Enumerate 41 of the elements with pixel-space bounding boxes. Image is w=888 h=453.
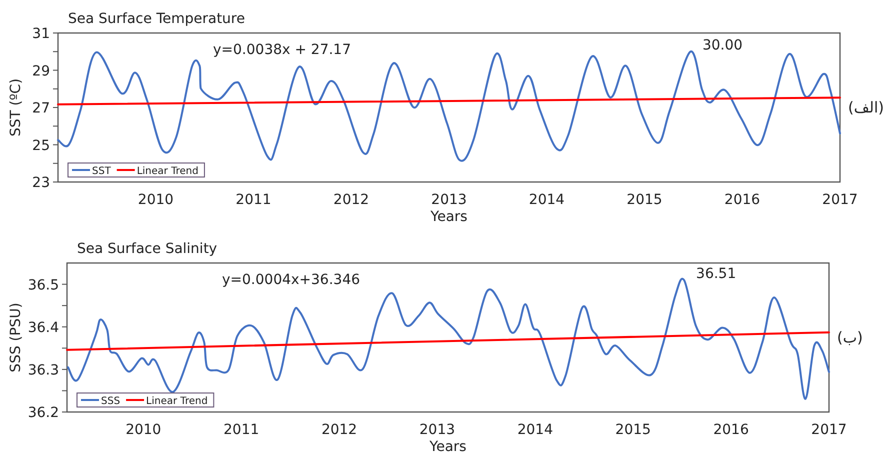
x-tick-label: 2011 bbox=[236, 192, 272, 208]
y-tick-label: 29 bbox=[32, 63, 50, 80]
annotation: y=0.0004x+36.346 bbox=[222, 272, 360, 288]
x-tick-label: 2014 bbox=[528, 192, 565, 208]
legend-label: Linear Trend bbox=[146, 396, 208, 407]
y-axis-title: SSS (PSU) bbox=[8, 302, 24, 372]
x-axis-title: Years bbox=[430, 209, 468, 225]
x-axis-title: Years bbox=[428, 439, 466, 453]
legend-label: Linear Trend bbox=[136, 166, 198, 177]
x-tick-label: 2017 bbox=[822, 192, 858, 208]
x-tick-label: 2017 bbox=[811, 422, 847, 438]
y-tick-label: 36.3 bbox=[28, 362, 59, 378]
x-tick-label: 2013 bbox=[419, 422, 456, 438]
x-tick-label: 2014 bbox=[517, 422, 554, 438]
y-tick-label: 36.5 bbox=[28, 277, 59, 294]
x-tick-label: 2015 bbox=[615, 422, 651, 438]
chart-title: Sea Surface Temperature bbox=[68, 11, 245, 27]
x-tick-label: 2015 bbox=[626, 192, 662, 208]
annotation: 36.51 bbox=[696, 266, 736, 282]
y-tick-label: 23 bbox=[32, 175, 50, 191]
annotation: y=0.0038x + 27.17 bbox=[213, 42, 351, 58]
legend-label: SSS bbox=[101, 396, 120, 407]
x-tick-label: 2012 bbox=[321, 422, 358, 438]
y-axis-title: SST (ºC) bbox=[8, 78, 24, 137]
y-tick-label: 25 bbox=[32, 138, 50, 154]
x-tick-label: 2011 bbox=[224, 422, 260, 438]
x-tick-label: 2013 bbox=[431, 192, 467, 208]
y-tick-label: 27 bbox=[32, 100, 50, 116]
y-tick-label: 36.4 bbox=[28, 320, 60, 336]
legend-label: SST bbox=[92, 166, 112, 177]
annotation: 30.00 bbox=[702, 38, 743, 54]
x-tick-label: 2016 bbox=[713, 422, 749, 438]
x-tick-label: 2010 bbox=[138, 192, 174, 208]
text: (الف) bbox=[848, 98, 884, 116]
x-tick-label: 2016 bbox=[724, 192, 760, 208]
x-tick-label: 2012 bbox=[333, 192, 370, 208]
text: (ب) bbox=[837, 328, 863, 346]
x-tick-label: 2010 bbox=[126, 422, 162, 438]
y-tick-label: 31 bbox=[32, 26, 50, 42]
chart-title: Sea Surface Salinity bbox=[77, 241, 218, 257]
y-tick-label: 36.2 bbox=[28, 405, 59, 421]
